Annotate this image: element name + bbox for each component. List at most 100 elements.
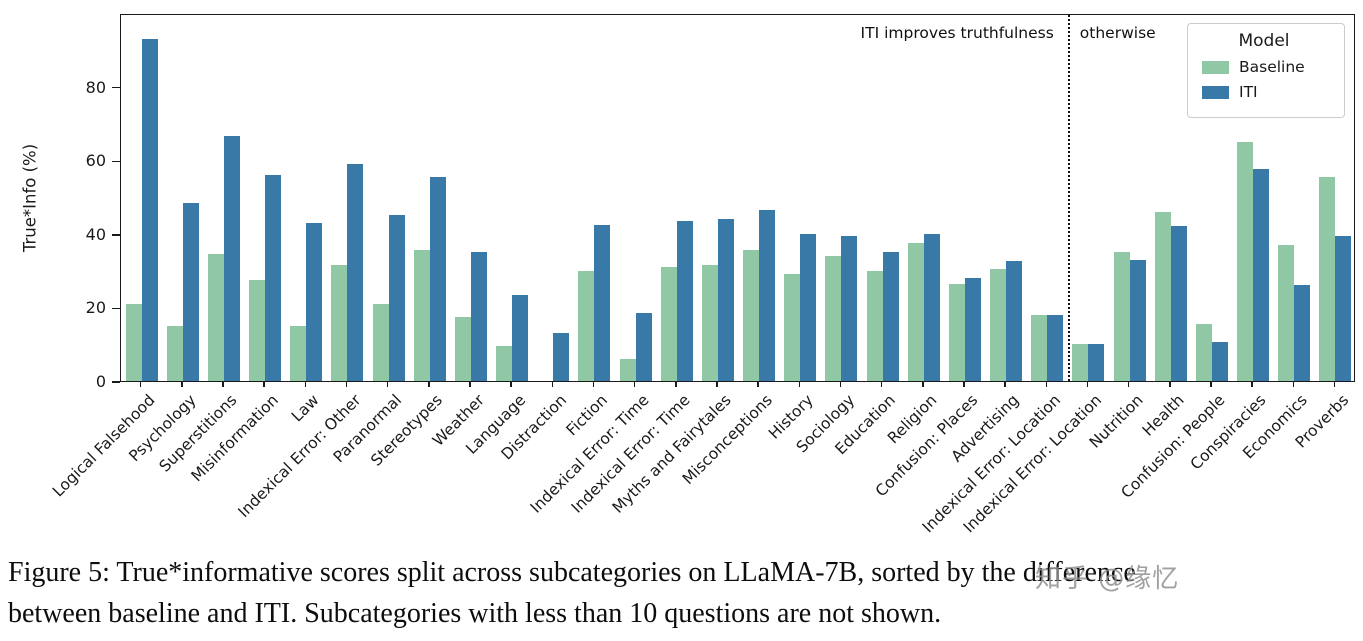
bar-iti-3 [265, 174, 282, 381]
legend-title: Model [1238, 31, 1290, 51]
legend-label-iti: ITI [1239, 83, 1258, 101]
x-tick [922, 382, 924, 387]
legend: Model Baseline ITI [1187, 23, 1345, 118]
bar-baseline-28 [1278, 244, 1295, 381]
bar-baseline-22 [1031, 314, 1048, 381]
bar-baseline-23 [1072, 344, 1089, 381]
x-tick [551, 382, 553, 387]
bar-iti-19 [923, 233, 940, 381]
bar-baseline-3 [249, 279, 266, 381]
annotation-iti-improves: ITI improves truthfulness [860, 24, 1054, 42]
bar-iti-28 [1294, 285, 1311, 381]
x-tick [592, 382, 595, 387]
bar-baseline-4 [290, 325, 307, 381]
bar-iti-9 [512, 294, 529, 381]
bar-baseline-16 [784, 274, 801, 381]
bar-baseline-25 [1154, 211, 1171, 381]
bar-baseline-5 [331, 265, 348, 381]
bar-baseline-7 [413, 250, 430, 381]
bar-iti-15 [759, 209, 776, 381]
x-tick [510, 382, 512, 387]
bar-iti-12 [635, 312, 652, 381]
x-tick [222, 382, 224, 387]
x-tick [757, 382, 759, 387]
bar-iti-6 [388, 215, 405, 381]
bar-baseline-9 [496, 346, 513, 381]
bar-baseline-2 [207, 254, 224, 381]
x-tick [345, 382, 348, 387]
y-tick-label: 20 [85, 298, 106, 318]
bar-iti-24 [1129, 259, 1146, 381]
y-tick-label: 80 [85, 77, 106, 97]
bar-baseline-11 [578, 270, 595, 381]
figure-caption: Figure 5: True*informative scores split … [8, 552, 1356, 634]
x-tick [1086, 382, 1089, 387]
bar-iti-25 [1170, 226, 1187, 381]
watermark: 知乎 @缘忆 [1035, 564, 1180, 594]
legend-entry-baseline: Baseline [1202, 58, 1326, 76]
y-tick [112, 307, 120, 310]
caption-line-2: between baseline and ITI. Subcategories … [8, 598, 942, 629]
bar-iti-26 [1211, 342, 1228, 381]
bar-baseline-8 [454, 316, 471, 381]
x-tick-label: Law [288, 391, 323, 426]
legend-entry-iti: ITI [1202, 83, 1326, 101]
bar-baseline-26 [1195, 324, 1212, 381]
bar-baseline-20 [948, 283, 965, 381]
bar-baseline-15 [743, 250, 760, 381]
bar-baseline-18 [866, 270, 883, 381]
y-axis-label: True*Info (%) [20, 143, 40, 253]
bar-iti-11 [594, 224, 611, 381]
bar-baseline-0 [125, 303, 142, 381]
bar-iti-22 [1047, 314, 1064, 381]
bar-iti-4 [306, 222, 323, 381]
legend-swatch-iti [1202, 85, 1229, 99]
bar-iti-5 [347, 163, 364, 381]
bar-baseline-13 [660, 266, 677, 381]
bar-baseline-1 [166, 325, 183, 381]
x-tick [139, 382, 142, 387]
y-tick-label: 60 [85, 151, 106, 171]
x-tick [839, 382, 842, 387]
bar-iti-16 [800, 233, 817, 381]
caption-line-1: Figure 5: True*informative scores split … [8, 557, 1136, 588]
bar-iti-20 [964, 278, 981, 381]
bar-iti-23 [1088, 344, 1105, 381]
bar-iti-17 [841, 235, 858, 381]
x-tick [675, 382, 677, 387]
x-tick [963, 382, 965, 387]
y-tick-label: 0 [95, 372, 106, 391]
bar-baseline-19 [907, 243, 924, 381]
bar-baseline-21 [990, 268, 1007, 381]
plot-area: ITI improves truthfulness otherwise Mode… [120, 14, 1355, 382]
x-tick [716, 382, 718, 387]
x-tick [1292, 382, 1294, 387]
bar-baseline-12 [619, 358, 636, 381]
bar-iti-21 [1006, 261, 1023, 381]
bar-baseline-6 [372, 303, 389, 381]
category-divider-line [1067, 15, 1070, 381]
bar-iti-8 [470, 252, 487, 381]
x-tick [880, 382, 883, 387]
bar-baseline-17 [825, 255, 842, 381]
x-tick [428, 382, 430, 387]
x-tick [633, 382, 636, 387]
bar-iti-27 [1253, 169, 1270, 381]
bar-baseline-29 [1319, 176, 1336, 381]
bar-baseline-24 [1113, 252, 1130, 381]
x-tick [1004, 382, 1006, 387]
bar-iti-29 [1335, 235, 1352, 381]
bar-iti-7 [429, 176, 446, 381]
legend-swatch-baseline [1202, 60, 1229, 74]
x-tick [1210, 382, 1212, 387]
x-tick [798, 382, 800, 387]
y-tick [112, 381, 120, 383]
bar-iti-10 [553, 333, 570, 381]
x-tick [1169, 382, 1171, 387]
y-tick-label: 40 [85, 224, 106, 244]
bar-iti-18 [882, 252, 899, 381]
bar-iti-13 [676, 220, 693, 381]
x-tick [1251, 382, 1253, 387]
bar-iti-14 [717, 219, 734, 381]
x-tick [181, 382, 183, 387]
